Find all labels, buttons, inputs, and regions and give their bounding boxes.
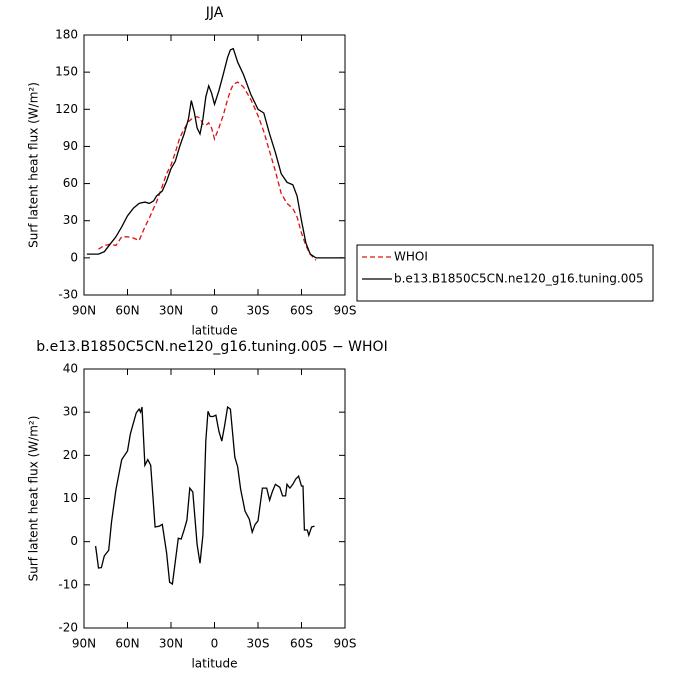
y-tick-label: 40 (63, 362, 78, 376)
x-tick-label: 90N (72, 304, 96, 318)
y-tick-label: 0 (70, 534, 78, 548)
x-tick-label: 0 (211, 637, 219, 651)
x-tick-label: 30S (247, 637, 270, 651)
plot-frame (83, 34, 346, 296)
y-tick-label: 30 (63, 405, 78, 419)
y-tick-label: 20 (63, 448, 78, 462)
y-axis-label: Surf latent heat flux (W/m²) (27, 416, 41, 582)
y-tick-label: 0 (70, 250, 78, 264)
x-tick-label: 60S (290, 637, 313, 651)
data-line (94, 405, 315, 586)
chart-title: JJA (205, 5, 224, 21)
data-line (86, 47, 344, 259)
y-tick-label: 120 (55, 102, 78, 116)
x-tick-label: 30S (247, 304, 270, 318)
y-tick-label: 90 (63, 139, 78, 153)
y-tick-label: 10 (63, 491, 78, 505)
y-tick-label: 150 (55, 65, 78, 79)
x-tick-label: 90N (72, 637, 96, 651)
x-tick-label: 90S (334, 637, 357, 651)
legend-label: b.e13.B1850C5CN.ne120_g16.tuning.005 (394, 272, 644, 286)
x-axis-label: latitude (191, 657, 237, 671)
x-tick-label: 30N (159, 637, 183, 651)
x-tick-label: 30N (159, 304, 183, 318)
x-tick-label: 60N (115, 637, 139, 651)
y-axis-label: Surf latent heat flux (W/m²) (27, 82, 41, 248)
legend-box (356, 244, 654, 302)
y-tick-label: 180 (55, 28, 78, 42)
x-tick-label: 60S (290, 304, 313, 318)
y-tick-label: -10 (58, 577, 78, 591)
x-tick-label: 60N (115, 304, 139, 318)
legend-label: WHOI (394, 250, 428, 264)
x-tick-label: 0 (211, 304, 219, 318)
y-tick-label: 30 (63, 213, 78, 227)
chart-title: b.e13.B1850C5CN.ne120_g16.tuning.005 − W… (36, 339, 387, 355)
x-tick-label: 90S (334, 304, 357, 318)
y-tick-label: -30 (58, 288, 78, 302)
y-tick-label: -20 (58, 621, 78, 635)
x-axis-label: latitude (191, 324, 237, 338)
y-tick-label: 60 (63, 176, 78, 190)
data-line (98, 81, 317, 261)
plot-frame (83, 368, 346, 629)
